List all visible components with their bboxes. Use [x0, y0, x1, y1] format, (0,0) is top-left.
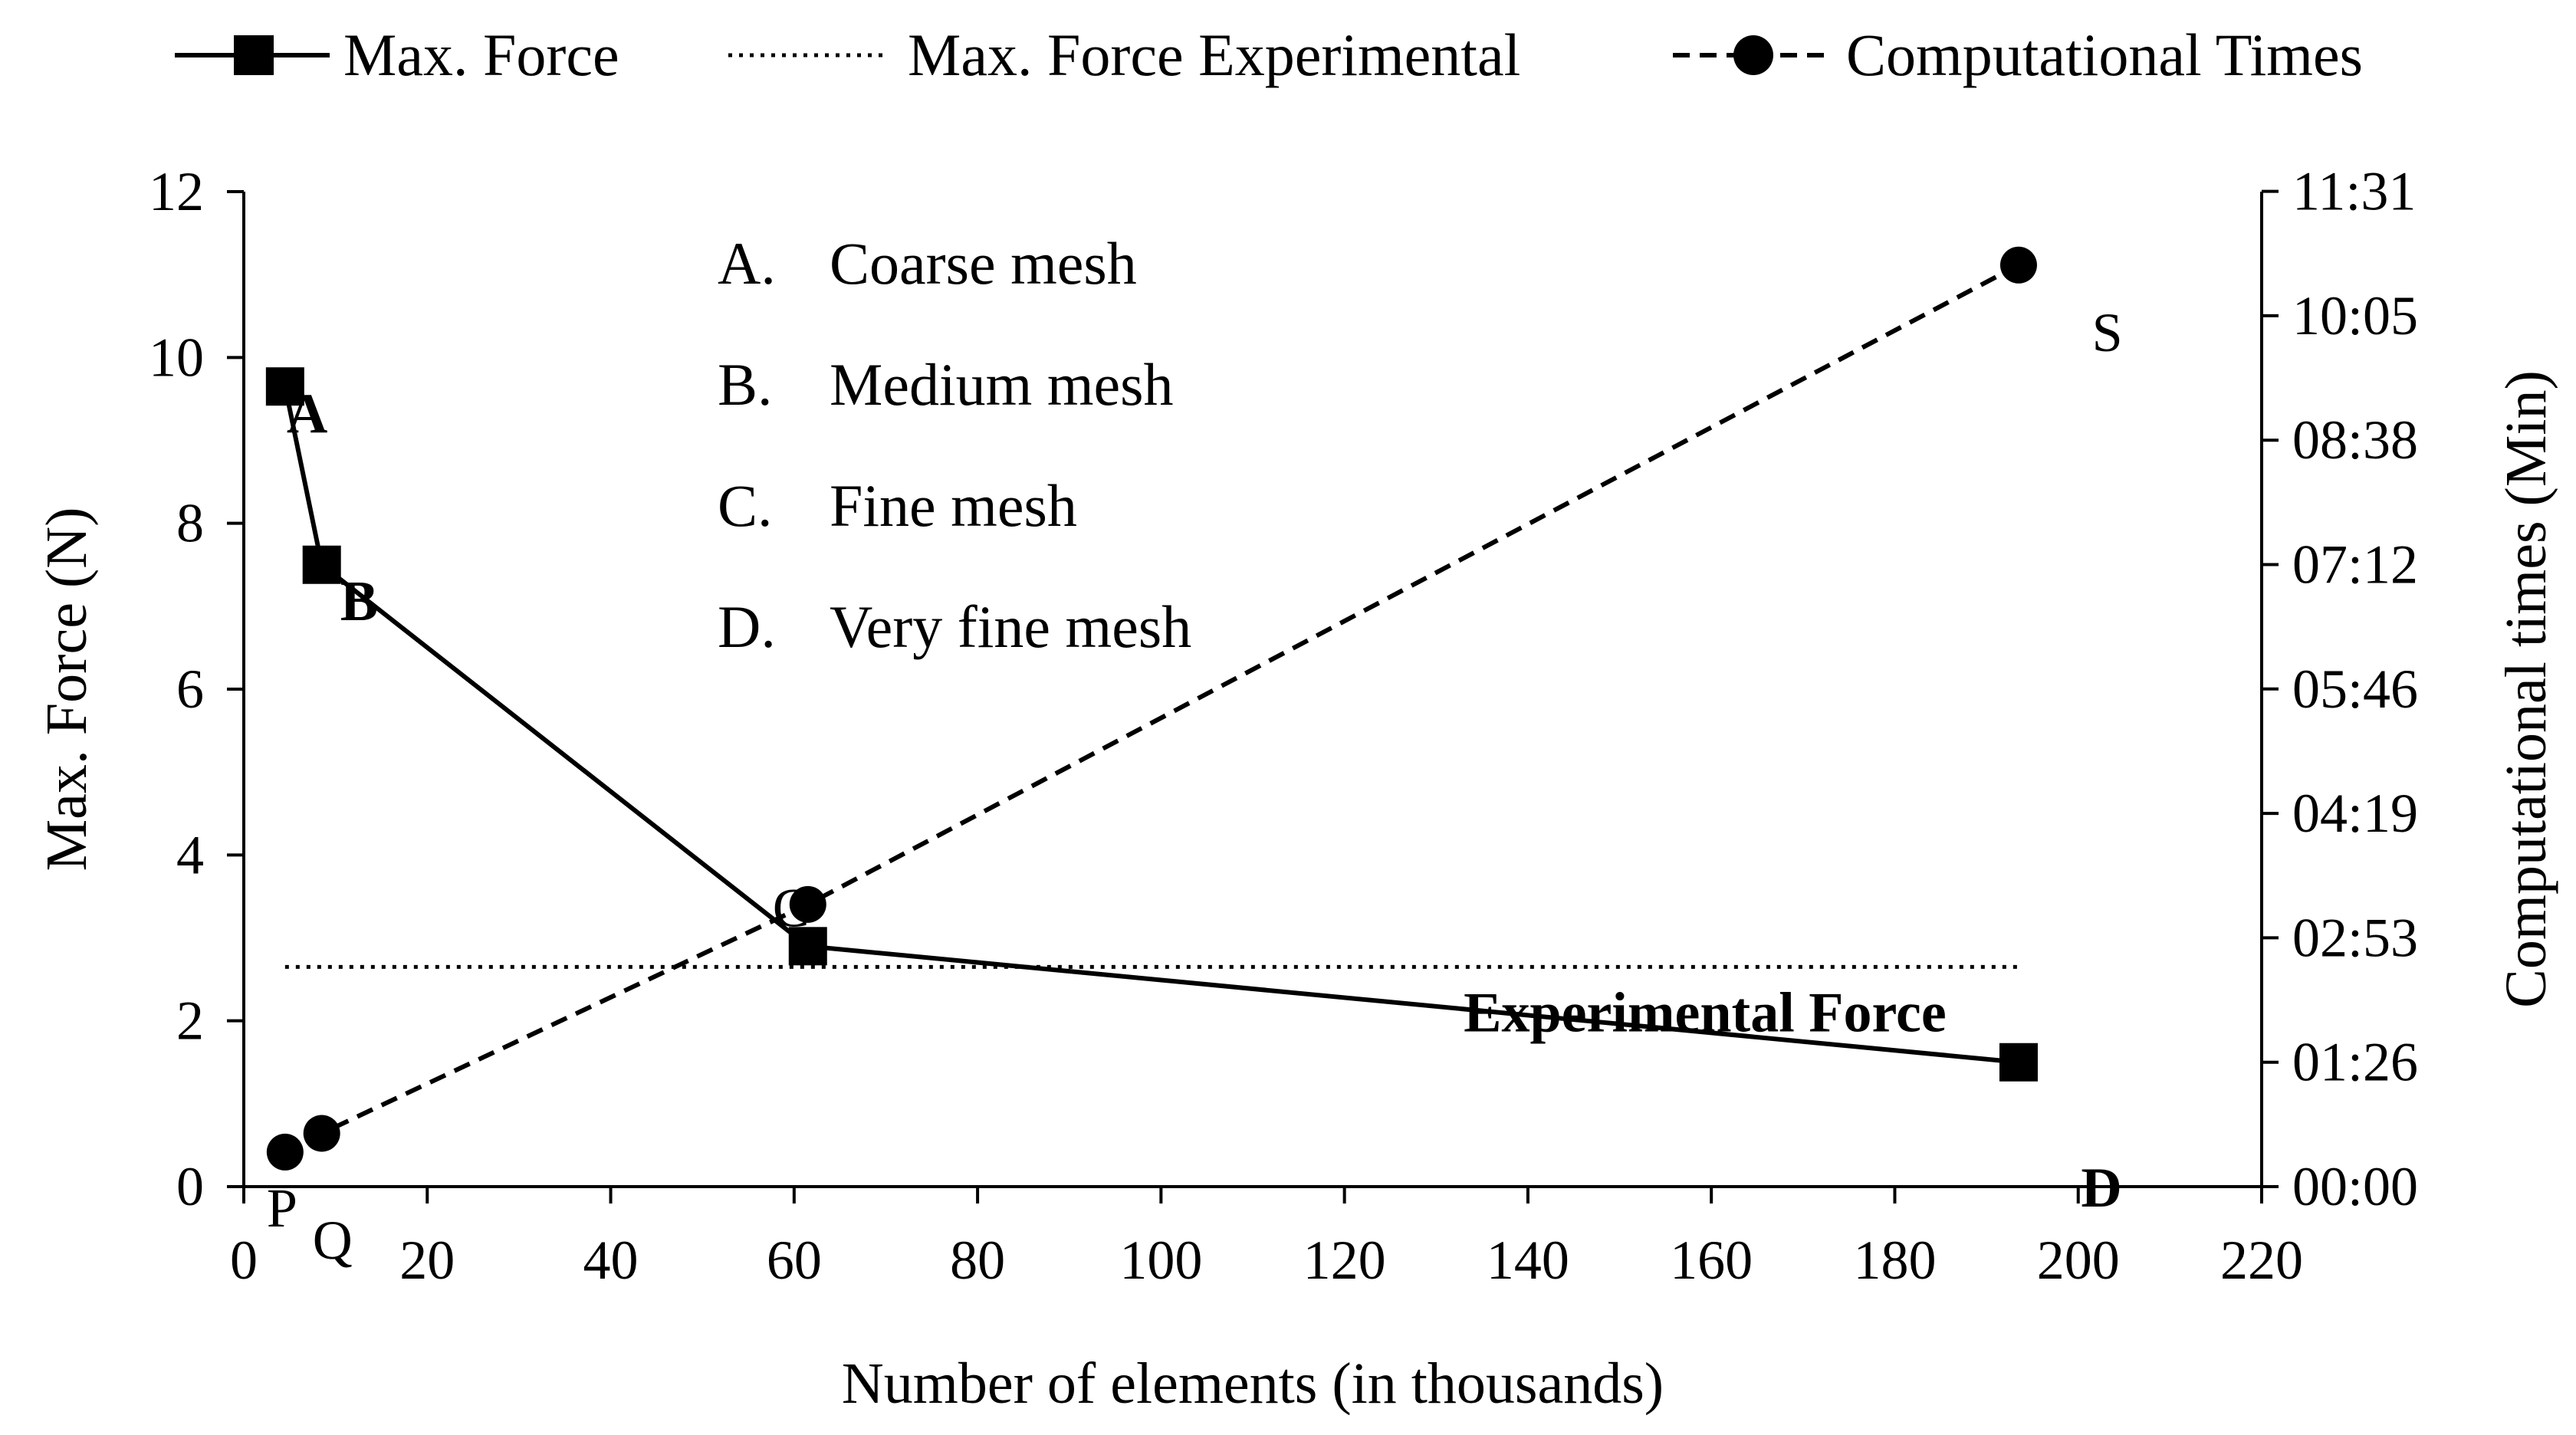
axes: 0 20 40 60 80 100 120 140 160 180 200 220 0 2 4 6 8 10 12 0…: [34, 161, 2558, 1416]
legend-experimental-label: Max. Force Experimental: [908, 21, 1520, 88]
max-force-point: [302, 545, 341, 584]
mesh-legend-letter: C.: [718, 472, 773, 539]
y-tick-label: 12: [149, 161, 204, 222]
x-tick-label: 140: [1487, 1230, 1569, 1291]
max-force-point: [1999, 1043, 2038, 1082]
y-tick-label: 10: [149, 327, 204, 388]
point-label-d: D: [2081, 1157, 2121, 1220]
x-tick-label: 180: [1853, 1230, 1936, 1291]
y2-tick-label: 01:26: [2292, 1032, 2418, 1093]
x-tick-label: 20: [399, 1230, 455, 1291]
computational-time-point: [266, 1133, 304, 1171]
y2-axis-title: Computational times (Min): [2494, 370, 2558, 1008]
x-tick-label: 160: [1670, 1230, 1753, 1291]
x-tick-label: 80: [950, 1230, 1005, 1291]
y2-tick-label: 00:00: [2292, 1156, 2418, 1217]
computational-time-point: [1999, 246, 2037, 284]
mesh-legend-text: Very fine mesh: [830, 593, 1191, 660]
series-layer: [265, 246, 2038, 1171]
legend-max-force-label: Max. Force: [343, 21, 619, 88]
y-axis-title: Max. Force (N): [34, 507, 99, 872]
y2-tick-label: 08:38: [2292, 409, 2418, 471]
series-computational-times-line: [284, 263, 2020, 1154]
y-tick-label: 4: [176, 824, 204, 885]
y2-tick-label: 07:12: [2292, 534, 2418, 596]
mesh-legend-text: Medium mesh: [830, 351, 1173, 418]
experimental-force-annotation: Experimental Force: [1464, 982, 1947, 1045]
max-force-point: [265, 367, 304, 406]
x-tick-label: 200: [2037, 1230, 2120, 1291]
max-force-point: [788, 927, 827, 966]
point-labels: A B C D PQ S Experimental Force: [267, 302, 2123, 1271]
x-tick-label: 220: [2220, 1230, 2303, 1291]
mesh-legend-text: Fine mesh: [830, 472, 1077, 539]
y-tick-label: 2: [176, 990, 204, 1052]
computational-time-point: [303, 1115, 340, 1152]
point-label-c: C: [773, 877, 810, 938]
mesh-legend-letter: B.: [718, 351, 773, 418]
y-tick-label: 6: [176, 658, 204, 720]
legend-max-force-swatch-marker: [234, 35, 274, 75]
legend-computational-swatch-marker: [1733, 35, 1773, 75]
point-label-p: P: [267, 1177, 297, 1239]
y2-tick-label: 10:05: [2292, 285, 2418, 346]
computational-time-point: [789, 885, 826, 923]
legend-computational-label: Computational Times: [1846, 21, 2363, 88]
x-tick-label: 100: [1119, 1230, 1202, 1291]
x-tick-label: 40: [583, 1230, 639, 1291]
y-tick-label: 0: [176, 1156, 204, 1217]
x-tick-label: 60: [767, 1230, 822, 1291]
x-tick-label: 0: [230, 1230, 258, 1291]
point-label-a: A: [287, 383, 327, 445]
mesh-legend: A. Coarse mesh B. Medium mesh C. Fine mesh D. V…: [718, 230, 1191, 660]
y2-tick-label: 05:46: [2292, 658, 2418, 720]
point-label-q: Q: [313, 1210, 353, 1271]
y2-tick-label: 02:53: [2292, 907, 2418, 968]
series-max-force-line: [282, 386, 2019, 1065]
y2-tick-label: 11:31: [2292, 161, 2416, 222]
point-label-s: S: [2092, 302, 2123, 363]
point-label-b: B: [340, 570, 378, 633]
x-axis-title: Number of elements (in thousands): [842, 1351, 1664, 1416]
mesh-legend-letter: A.: [718, 230, 776, 297]
legend: Max. Force Max. Force Experimental Computa…: [175, 21, 2363, 88]
x-tick-label: 120: [1303, 1230, 1386, 1291]
mesh-legend-letter: D.: [718, 593, 776, 660]
y2-tick-label: 04:19: [2292, 783, 2418, 844]
y-tick-label: 8: [176, 493, 204, 554]
mesh-legend-text: Coarse mesh: [830, 230, 1137, 297]
